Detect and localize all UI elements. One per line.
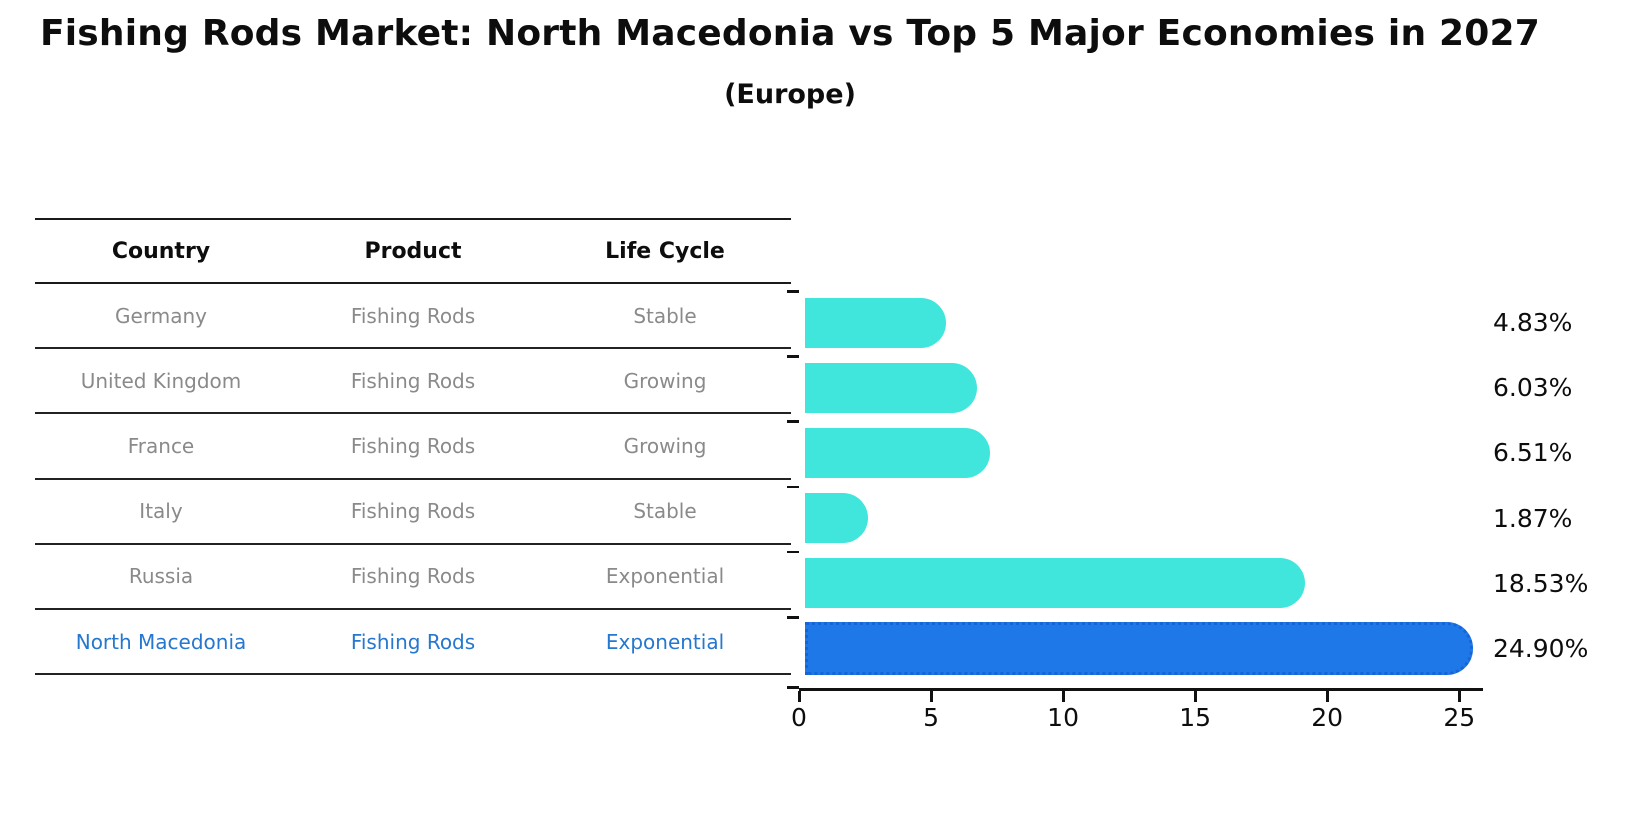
table-row: France Fishing Rods Growing: [35, 414, 791, 480]
cell-life-cycle: Stable: [633, 499, 697, 524]
x-tick-mark: [929, 691, 933, 702]
x-tick-label: 20: [1311, 703, 1344, 732]
value-labels: 4.83% 6.03% 6.51% 1.87% 18.53% 24.90%: [1493, 290, 1633, 681]
bar: [805, 493, 869, 544]
bar-row: [805, 616, 1485, 681]
chart-subtitle: (Europe): [724, 79, 856, 110]
table-row: Russia Fishing Rods Exponential: [35, 545, 791, 610]
cell-country: Italy: [139, 499, 183, 524]
table-header-row: Country Product Life Cycle: [35, 218, 791, 284]
table-header-life-cycle: Life Cycle: [605, 238, 725, 264]
value-label: 1.87%: [1493, 503, 1573, 533]
bar-row: [805, 420, 1485, 485]
bar-row: [805, 551, 1485, 616]
value-label: 18.53%: [1493, 568, 1589, 598]
x-tick-mark: [1325, 691, 1329, 702]
cell-product: Fishing Rods: [350, 368, 476, 393]
x-tick-mark: [797, 691, 801, 702]
table-header-product: Product: [364, 238, 462, 264]
x-tick-label: 25: [1443, 703, 1476, 732]
bar-plot: [805, 290, 1485, 681]
value-label: 6.03%: [1493, 373, 1573, 403]
x-tick-label: 15: [1179, 703, 1212, 732]
table-row: North Macedonia Fishing Rods Exponential: [35, 610, 791, 676]
table-row: United Kingdom Fishing Rods Growing: [35, 349, 791, 415]
cell-product: Fishing Rods: [350, 433, 476, 458]
cell-life-cycle: Growing: [623, 368, 707, 393]
cell-country: United Kingdom: [80, 368, 242, 393]
cell-product: Fishing Rods: [350, 499, 476, 524]
bar: [805, 297, 946, 348]
cell-country: Russia: [128, 564, 194, 589]
x-axis-line: [799, 688, 1483, 691]
bar: [805, 362, 978, 413]
y-tick: [787, 686, 799, 689]
value-label: 4.83%: [1493, 308, 1573, 338]
cell-country: Germany: [115, 303, 207, 328]
table-row: Germany Fishing Rods Stable: [35, 284, 791, 350]
value-label: 24.90%: [1493, 634, 1589, 664]
cell-life-cycle: Exponential: [605, 564, 725, 589]
cell-life-cycle: Growing: [623, 433, 707, 458]
cell-product: Fishing Rods: [350, 564, 476, 589]
bar-row: [805, 486, 1485, 551]
y-tick: [787, 355, 799, 358]
y-tick: [787, 485, 799, 489]
cell-life-cycle: Exponential: [605, 629, 725, 654]
bar: [805, 558, 1306, 609]
x-tick-label: 10: [1047, 703, 1079, 732]
y-tick: [787, 550, 799, 554]
bar: [805, 622, 1473, 676]
value-label: 6.51%: [1493, 438, 1573, 468]
y-tick: [787, 290, 799, 293]
bar-row: [805, 355, 1485, 420]
table-row: Italy Fishing Rods Stable: [35, 480, 791, 545]
cell-product: Fishing Rods: [350, 303, 476, 328]
cell-country: North Macedonia: [75, 629, 247, 654]
data-table: Country Product Life Cycle Germany Fishi…: [35, 218, 791, 676]
bar: [805, 427, 990, 478]
x-tick-label: 0: [791, 703, 807, 732]
bar-row: [805, 290, 1485, 355]
cell-product: Fishing Rods: [350, 629, 476, 654]
x-tick-label: 5: [923, 703, 940, 732]
x-tick-mark: [1061, 691, 1065, 702]
cell-country: France: [127, 433, 195, 458]
table-header-country: Country: [111, 238, 211, 264]
y-tick: [787, 420, 799, 423]
x-axis: 0 5 10 15 20 25: [791, 688, 1483, 740]
x-tick-mark: [1193, 691, 1197, 702]
cell-life-cycle: Stable: [633, 303, 697, 328]
chart-title: Fishing Rods Market: North Macedonia vs …: [39, 13, 1541, 54]
x-tick-mark: [1457, 691, 1461, 702]
y-tick: [787, 616, 799, 619]
